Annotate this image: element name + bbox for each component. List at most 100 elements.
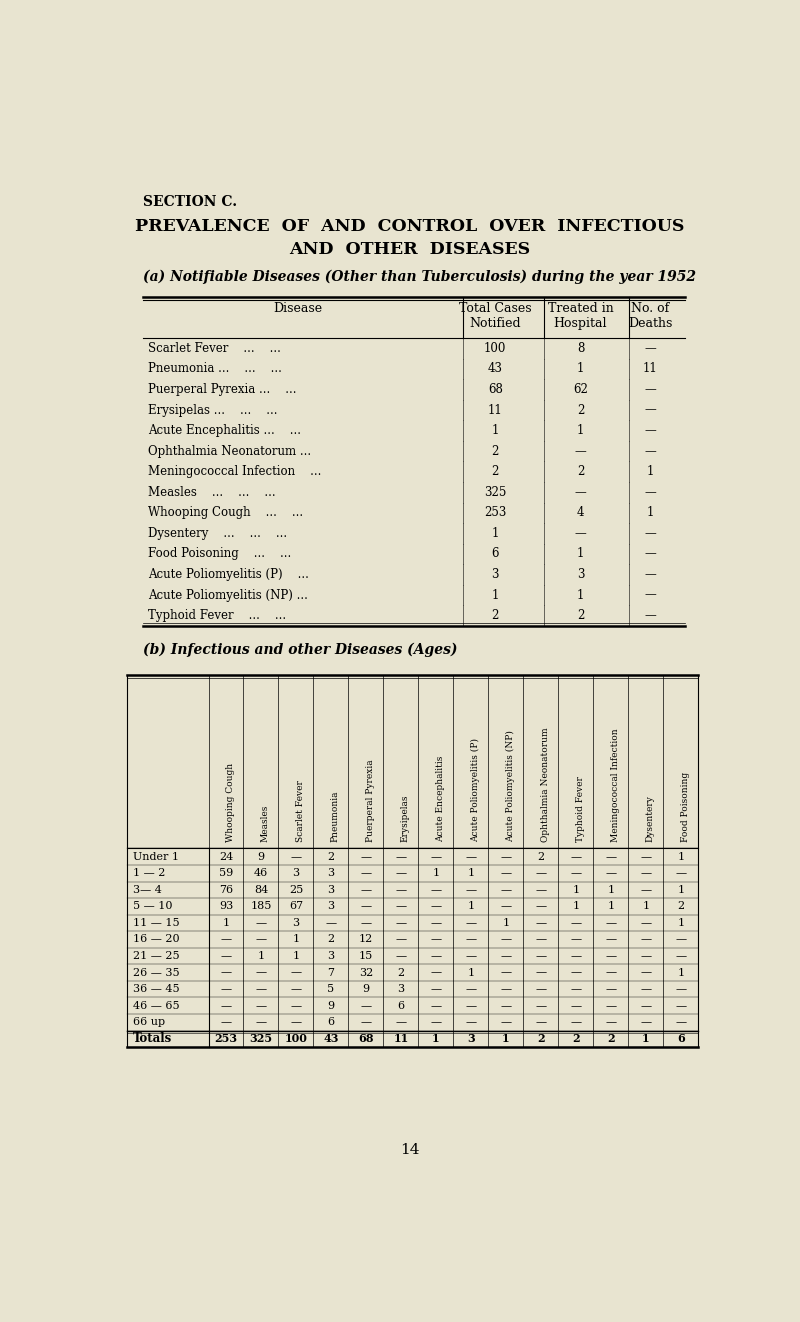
Text: 2: 2 <box>538 851 545 862</box>
Text: —: — <box>500 968 511 977</box>
Text: 15: 15 <box>359 951 373 961</box>
Text: —: — <box>466 935 477 944</box>
Text: 36 — 45: 36 — 45 <box>133 984 179 994</box>
Text: 1: 1 <box>642 1034 650 1044</box>
Text: —: — <box>500 884 511 895</box>
Text: 1: 1 <box>467 902 474 911</box>
Text: —: — <box>466 851 477 862</box>
Text: 2: 2 <box>491 465 499 479</box>
Text: Acute Poliomyelitis (P): Acute Poliomyelitis (P) <box>471 738 480 842</box>
Text: —: — <box>430 1001 442 1011</box>
Text: —: — <box>570 869 582 878</box>
Text: —: — <box>290 1001 302 1011</box>
Text: 185: 185 <box>250 902 272 911</box>
Text: Scarlet Fever: Scarlet Fever <box>296 780 305 842</box>
Text: 1: 1 <box>678 968 684 977</box>
Text: —: — <box>640 968 651 977</box>
Text: 32: 32 <box>359 968 373 977</box>
Text: Erysipelas ...    ...    ...: Erysipelas ... ... ... <box>148 403 278 416</box>
Text: 1: 1 <box>646 506 654 520</box>
Text: —: — <box>606 951 616 961</box>
Text: Dysentery: Dysentery <box>646 796 655 842</box>
Text: PREVALENCE  OF  AND  CONTROL  OVER  INFECTIOUS: PREVALENCE OF AND CONTROL OVER INFECTIOU… <box>135 218 685 235</box>
Text: —: — <box>221 984 231 994</box>
Text: AND  OTHER  DISEASES: AND OTHER DISEASES <box>290 241 530 258</box>
Text: 4: 4 <box>577 506 584 520</box>
Text: —: — <box>574 485 586 498</box>
Text: 2: 2 <box>607 1034 614 1044</box>
Text: —: — <box>500 869 511 878</box>
Text: 253: 253 <box>214 1034 238 1044</box>
Text: —: — <box>290 968 302 977</box>
Text: 6: 6 <box>398 1001 405 1011</box>
Text: —: — <box>395 884 406 895</box>
Text: —: — <box>500 1017 511 1027</box>
Text: 21 — 25: 21 — 25 <box>133 951 179 961</box>
Text: —: — <box>466 1017 477 1027</box>
Text: 6: 6 <box>677 1034 685 1044</box>
Text: 6: 6 <box>491 547 499 561</box>
Text: —: — <box>570 1001 582 1011</box>
Text: —: — <box>640 917 651 928</box>
Text: —: — <box>221 935 231 944</box>
Text: Acute Poliomyelitis (P)    ...: Acute Poliomyelitis (P) ... <box>148 568 309 582</box>
Text: 1: 1 <box>577 588 584 602</box>
Text: —: — <box>500 984 511 994</box>
Text: 3: 3 <box>577 568 584 582</box>
Text: —: — <box>644 609 656 623</box>
Text: (b) Infectious and other Diseases (Ages): (b) Infectious and other Diseases (Ages) <box>142 642 457 657</box>
Text: 1: 1 <box>258 951 265 961</box>
Text: 1: 1 <box>491 527 499 539</box>
Text: 66 up: 66 up <box>133 1017 165 1027</box>
Text: —: — <box>221 1017 231 1027</box>
Text: —: — <box>360 1017 371 1027</box>
Text: —: — <box>360 917 371 928</box>
Text: 93: 93 <box>219 902 233 911</box>
Text: —: — <box>360 902 371 911</box>
Text: 46: 46 <box>254 869 268 878</box>
Text: —: — <box>255 935 266 944</box>
Text: —: — <box>606 869 616 878</box>
Text: 24: 24 <box>219 851 233 862</box>
Text: —: — <box>360 869 371 878</box>
Text: —: — <box>675 951 686 961</box>
Text: —: — <box>500 851 511 862</box>
Text: —: — <box>255 968 266 977</box>
Text: 2: 2 <box>491 609 499 623</box>
Text: Ophthalmia Neonatorum: Ophthalmia Neonatorum <box>541 727 550 842</box>
Text: 100: 100 <box>484 342 506 354</box>
Text: Meningococcal Infection: Meningococcal Infection <box>611 728 620 842</box>
Text: 3: 3 <box>327 884 334 895</box>
Text: 1: 1 <box>293 951 299 961</box>
Text: —: — <box>644 547 656 561</box>
Text: —: — <box>430 968 442 977</box>
Text: 2: 2 <box>327 851 334 862</box>
Text: 1: 1 <box>293 935 299 944</box>
Text: (a) Notifiable Diseases (Other than Tuberculosis) during the year 1952: (a) Notifiable Diseases (Other than Tube… <box>142 270 696 284</box>
Text: —: — <box>535 984 546 994</box>
Text: Pneumonia ...    ...    ...: Pneumonia ... ... ... <box>148 362 282 375</box>
Text: 43: 43 <box>488 362 502 375</box>
Text: Measles: Measles <box>261 805 270 842</box>
Text: 3— 4: 3— 4 <box>133 884 162 895</box>
Text: —: — <box>675 1017 686 1027</box>
Text: 68: 68 <box>488 383 502 397</box>
Text: —: — <box>535 902 546 911</box>
Text: —: — <box>395 951 406 961</box>
Text: 1: 1 <box>432 869 439 878</box>
Text: —: — <box>675 869 686 878</box>
Text: 253: 253 <box>484 506 506 520</box>
Text: Whooping Cough: Whooping Cough <box>226 763 235 842</box>
Text: —: — <box>360 884 371 895</box>
Text: —: — <box>574 527 586 539</box>
Text: —: — <box>466 951 477 961</box>
Text: 3: 3 <box>467 1034 474 1044</box>
Text: 1: 1 <box>491 588 499 602</box>
Text: Acute Encephalitis: Acute Encephalitis <box>436 756 445 842</box>
Text: —: — <box>606 935 616 944</box>
Text: —: — <box>466 917 477 928</box>
Text: 3: 3 <box>491 568 499 582</box>
Text: —: — <box>675 935 686 944</box>
Text: —: — <box>466 884 477 895</box>
Text: 1: 1 <box>607 902 614 911</box>
